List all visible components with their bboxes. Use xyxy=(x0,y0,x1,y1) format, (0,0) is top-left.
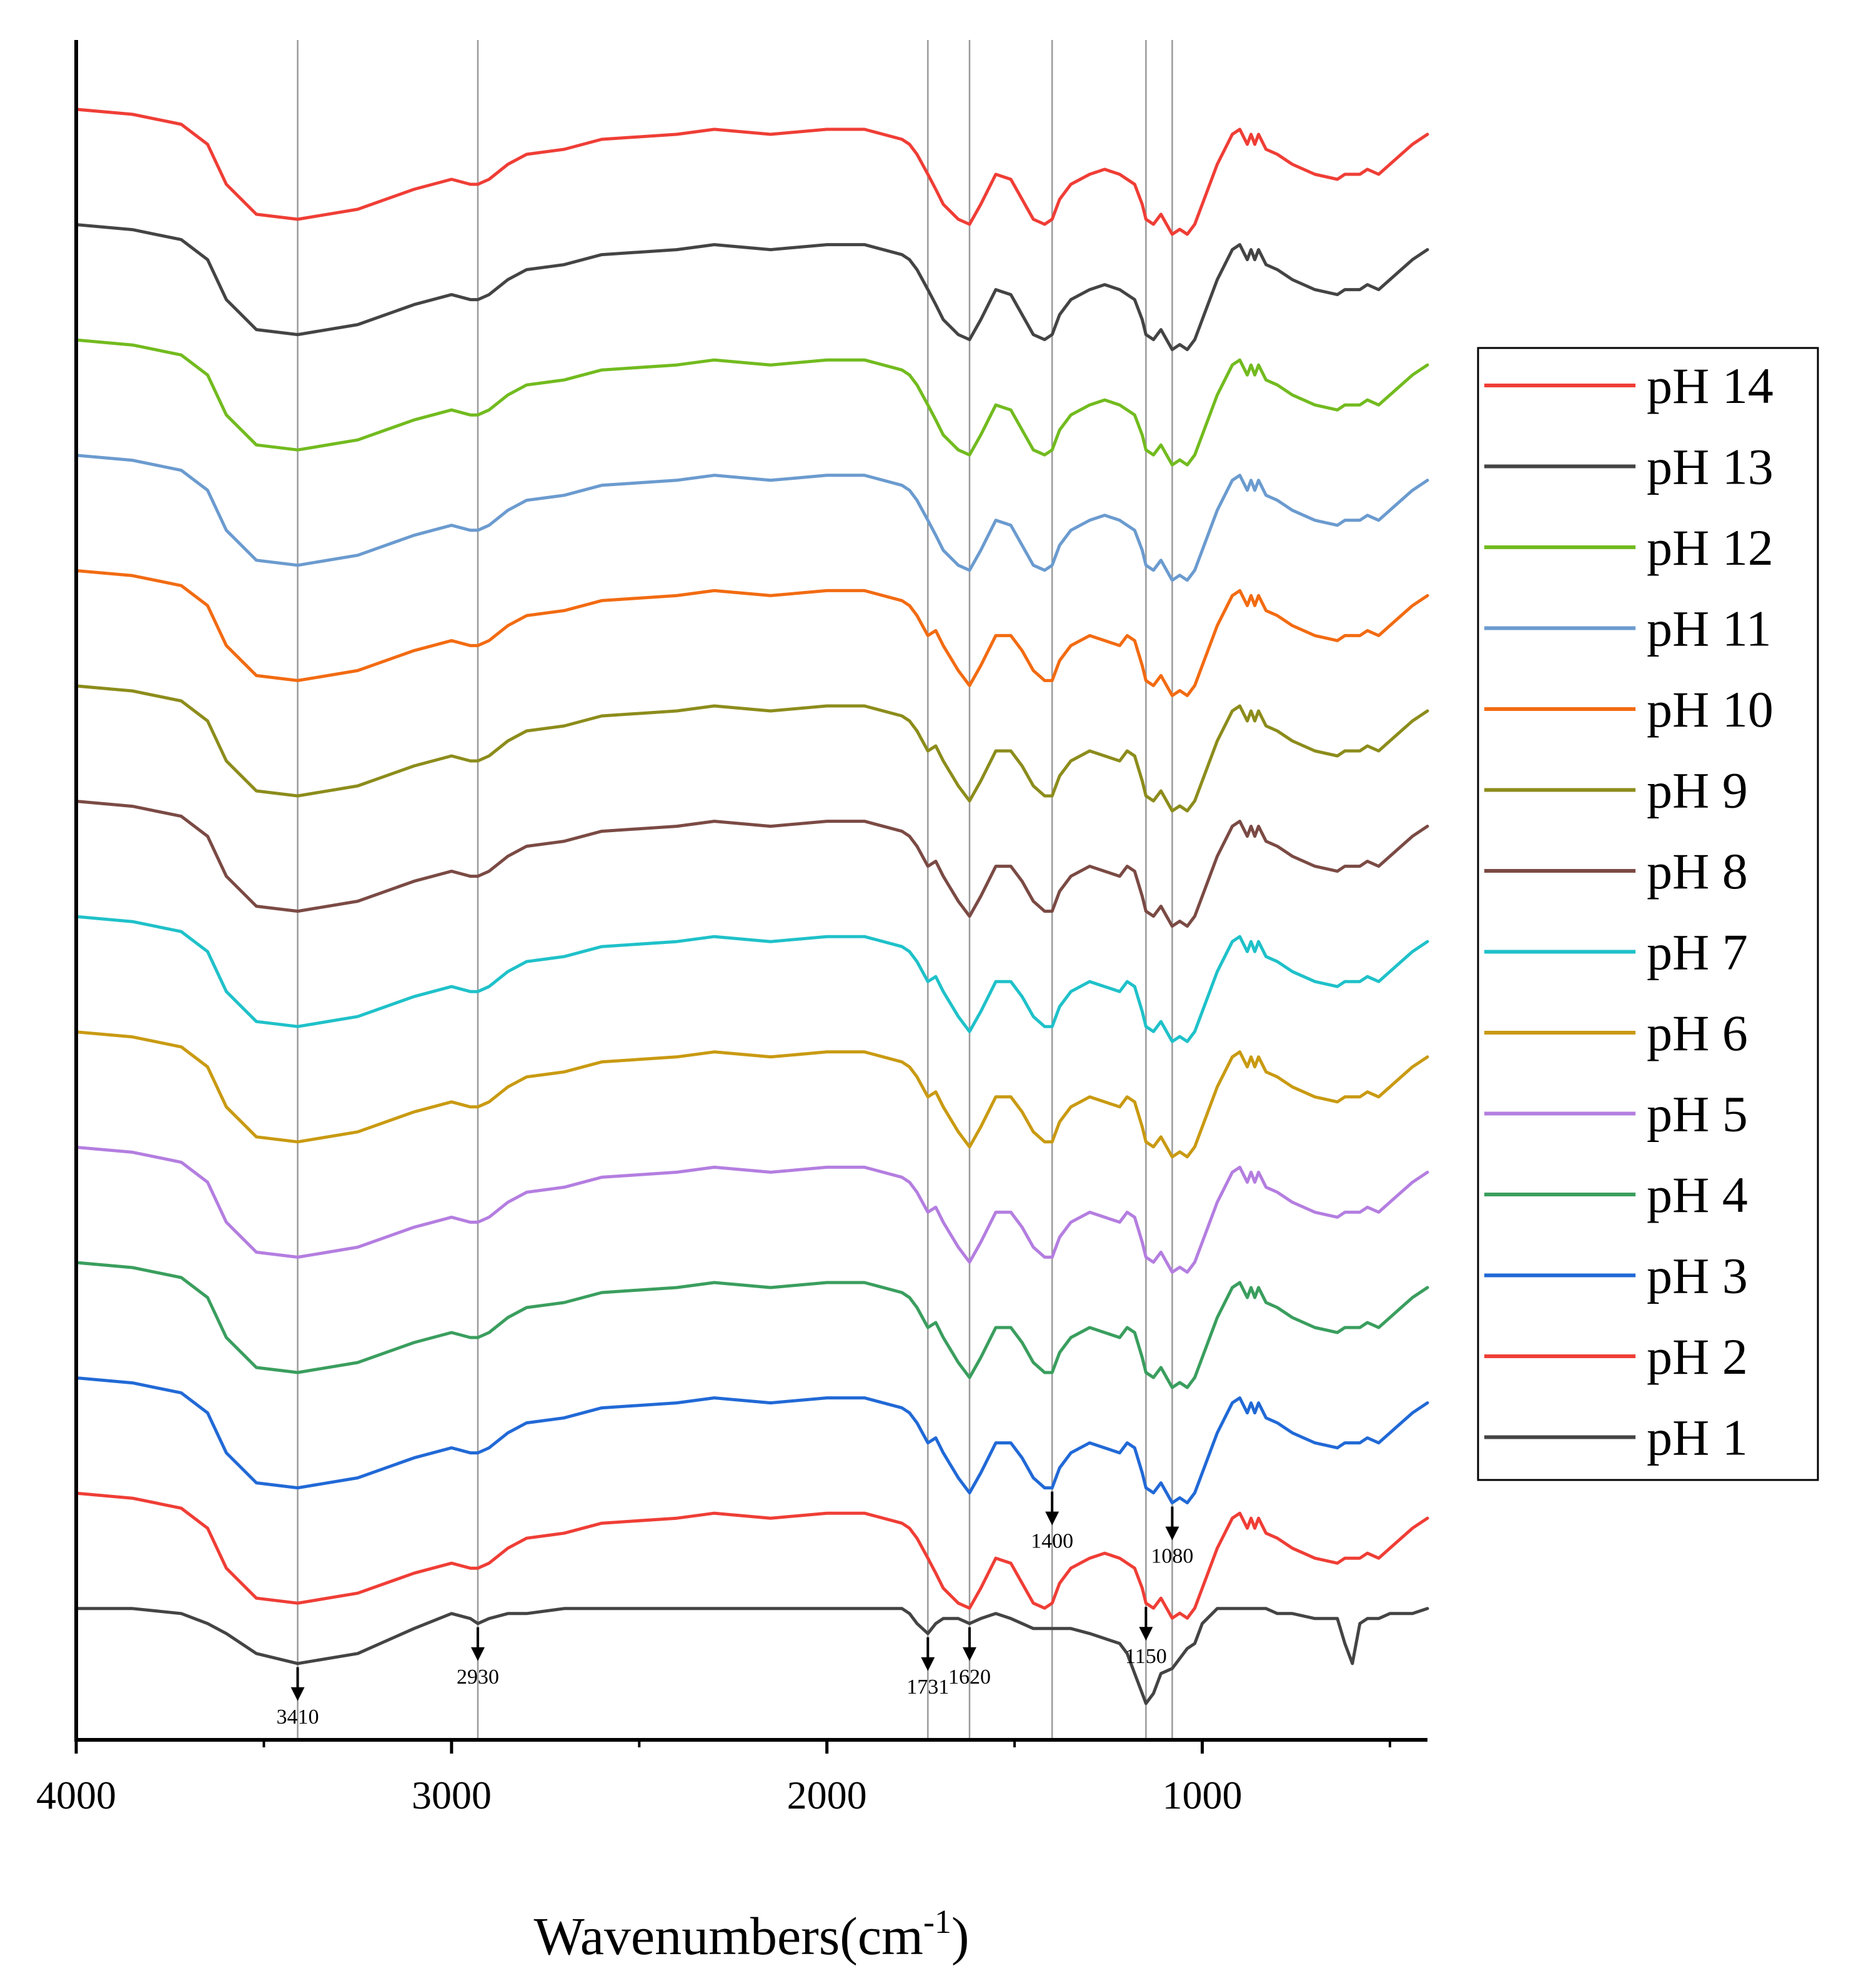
legend-label-ph-9: pH 9 xyxy=(1647,762,1748,819)
legend-label-ph-14: pH 14 xyxy=(1647,357,1774,414)
x-axis-title: Wavenumbers(cm-1) xyxy=(534,1903,969,1966)
x-tick-label-1000: 1000 xyxy=(1163,1773,1243,1817)
legend-label-ph-5: pH 5 xyxy=(1647,1086,1748,1143)
series-line-ph-14 xyxy=(74,107,1429,236)
series-line-ph-9 xyxy=(74,684,1429,813)
legend-label-ph-6: pH 6 xyxy=(1647,1005,1748,1061)
x-tick-label-4000: 4000 xyxy=(36,1773,116,1817)
legend-label-ph-12: pH 12 xyxy=(1647,519,1774,576)
x-tick-label-2000: 2000 xyxy=(787,1773,867,1817)
x-axis-title-close: ) xyxy=(951,1906,970,1966)
legend-label-ph-13: pH 13 xyxy=(1647,439,1774,495)
series-line-ph-1 xyxy=(74,1607,1429,1705)
peak-3410-label: 3410 xyxy=(276,1705,319,1729)
peak-1400-arrow-head xyxy=(1045,1511,1060,1526)
series-line-ph-8 xyxy=(74,800,1429,928)
legend-label-ph-3: pH 3 xyxy=(1647,1248,1748,1304)
x-axis-title-text: Wavenumbers(cm xyxy=(534,1906,923,1966)
x-ticks: 4000 3000 2000 1000 xyxy=(36,1740,1391,1817)
peak-1150-arrow-head xyxy=(1139,1627,1153,1641)
peak-1150-label: 1150 xyxy=(1125,1645,1167,1668)
legend-label-ph-4: pH 4 xyxy=(1647,1166,1748,1223)
peak-2930-label: 2930 xyxy=(457,1666,499,1689)
series-line-ph-13 xyxy=(74,223,1429,352)
peak-1080-label: 1080 xyxy=(1151,1545,1193,1568)
x-tick-label-3000: 3000 xyxy=(412,1773,492,1817)
legend-label-ph-10: pH 10 xyxy=(1647,681,1774,738)
legend-label-ph-7: pH 7 xyxy=(1647,924,1748,981)
series-line-ph-11 xyxy=(74,454,1429,582)
legend-label-ph-11: pH 11 xyxy=(1647,600,1772,657)
peak-1080-arrow-head xyxy=(1165,1526,1179,1541)
peak-1400-label: 1400 xyxy=(1031,1530,1073,1553)
legend-label-ph-1: pH 1 xyxy=(1647,1409,1748,1466)
legend-box xyxy=(1477,347,1819,1481)
series-line-ph-4 xyxy=(74,1261,1429,1389)
series-line-ph-10 xyxy=(74,568,1429,697)
series-line-ph-6 xyxy=(74,1030,1429,1159)
series-line-ph-3 xyxy=(74,1376,1429,1505)
legend: pH 14 pH 13 pH 12 pH 11 pH 10 pH 9 pH 8 pH 7 pH … xyxy=(1477,347,1819,1481)
x-axis-title-superscript: -1 xyxy=(923,1903,951,1940)
series-line-ph-7 xyxy=(74,915,1429,1043)
peak-1620-label: 1620 xyxy=(948,1666,991,1689)
series-line-ph-12 xyxy=(74,338,1429,467)
series-line-ph-2 xyxy=(74,1491,1429,1620)
series-line-ph-5 xyxy=(74,1145,1429,1274)
reference-lines xyxy=(297,40,1173,1740)
peak-1620-arrow-head xyxy=(962,1647,976,1661)
peak-3410-arrow-head xyxy=(290,1687,305,1701)
peak-2930-arrow-head xyxy=(470,1647,485,1661)
legend-label-ph-2: pH 2 xyxy=(1647,1328,1748,1385)
peak-1731-arrow-head xyxy=(921,1657,935,1671)
series-lines xyxy=(74,107,1429,1705)
peak-1731-label: 1731 xyxy=(906,1676,949,1699)
legend-label-ph-8: pH 8 xyxy=(1647,843,1748,900)
